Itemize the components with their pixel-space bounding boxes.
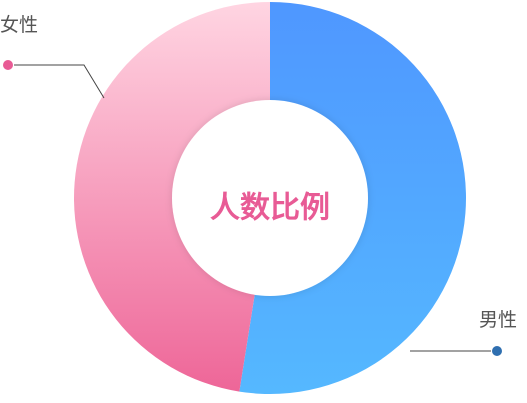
legend-dot-male (492, 346, 502, 356)
legend-leader-female (14, 65, 104, 98)
legend-label-male: 男性 (479, 309, 517, 331)
legend-label-female: 女性 (0, 14, 38, 36)
legend-female: 女性 (0, 14, 104, 98)
center-title: 人数比例 (210, 191, 330, 226)
legend-dot-female (3, 60, 13, 70)
